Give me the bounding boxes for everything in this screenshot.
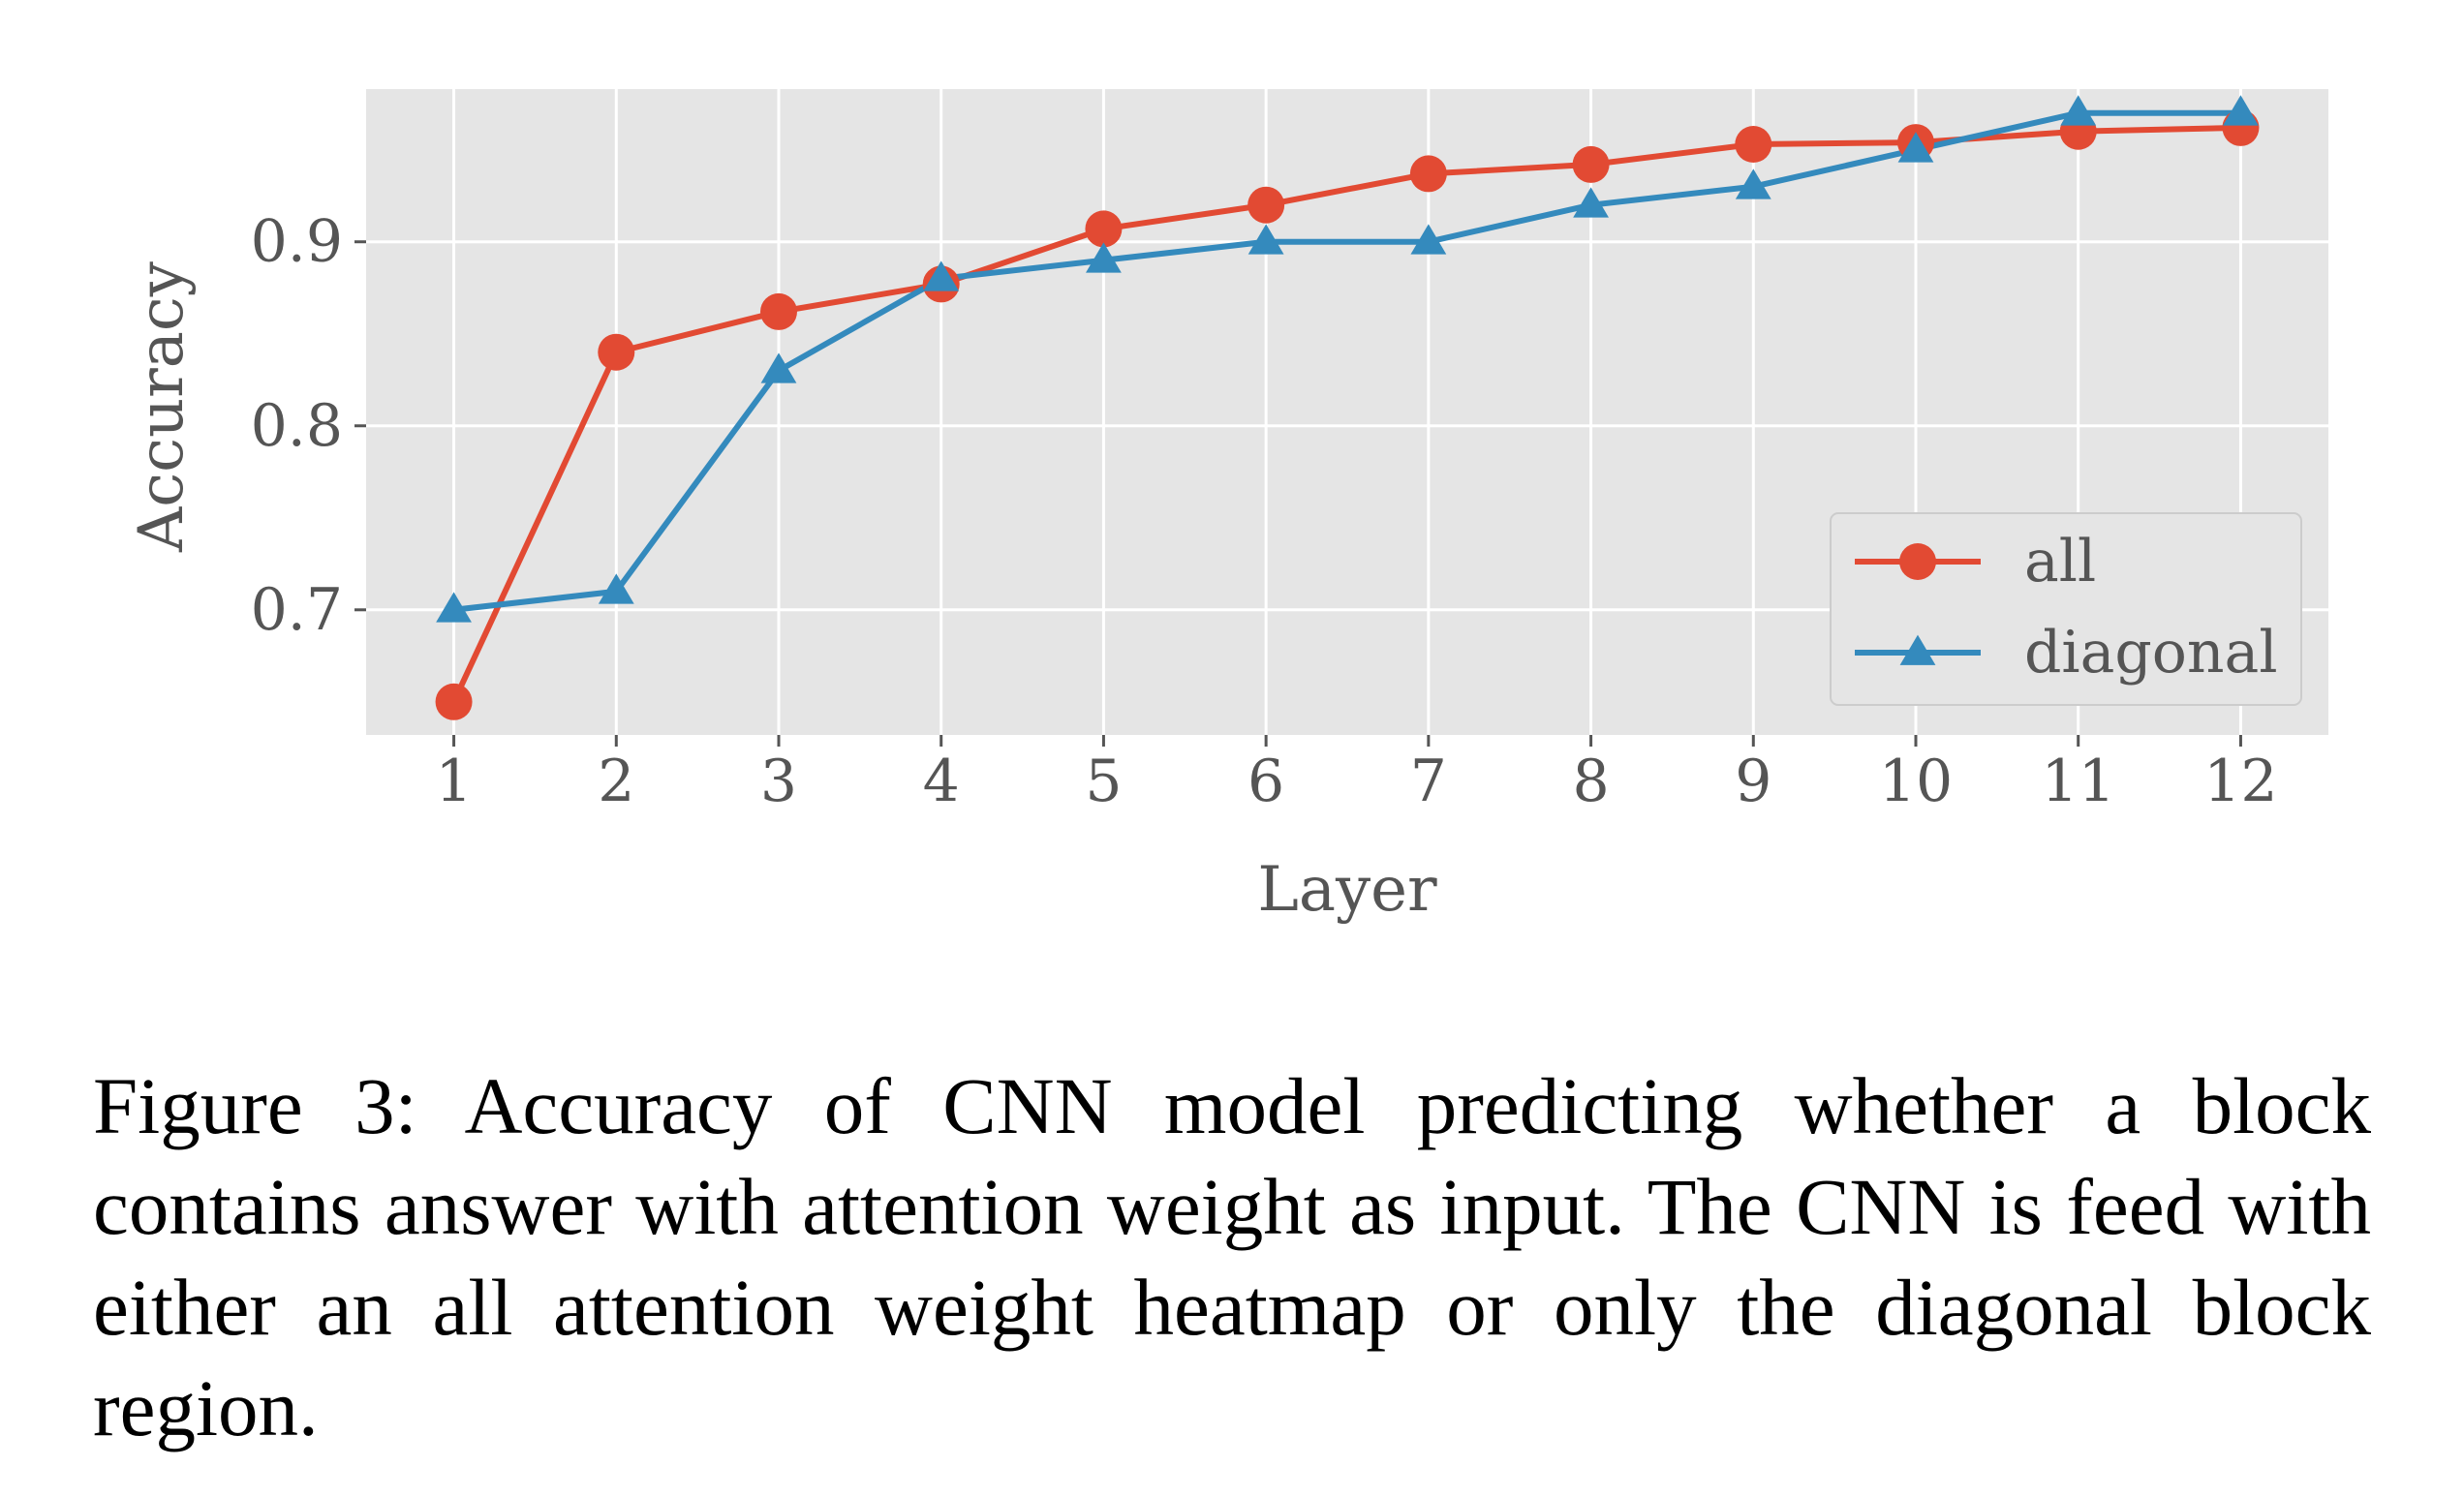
legend: all diagonal <box>1830 512 2302 706</box>
data-point-diagonal <box>923 260 960 291</box>
x-tick-label: 8 <box>1572 748 1609 815</box>
x-axis-label: Layer <box>1257 854 1437 926</box>
series-line-all <box>450 124 2241 704</box>
x-tick-label: 7 <box>1410 748 1447 815</box>
y-axis-ticks: 0.7 0.8 0.9 <box>251 208 366 644</box>
x-tick-label: 11 <box>2042 748 2115 815</box>
legend-label-all: all <box>2024 528 2096 596</box>
figure-caption: Figure 3: Accuracy of CNN model predicti… <box>93 1061 2371 1452</box>
y-tick-label: 0.8 <box>251 392 343 460</box>
data-point-diagonal <box>436 592 472 623</box>
x-axis-ticks: 1 2 3 4 5 6 7 8 9 10 11 12 <box>435 735 2278 815</box>
legend-entries: all diagonal <box>1855 528 2278 687</box>
x-tick-label: 5 <box>1085 748 1122 815</box>
data-point-diagonal <box>760 352 797 383</box>
data-point-all <box>1409 155 1447 193</box>
data-point-all <box>759 292 797 330</box>
y-tick-label: 0.7 <box>251 576 343 644</box>
data-point-all <box>435 683 473 720</box>
series-line-diagonal <box>453 109 2241 613</box>
data-point-diagonal <box>1247 224 1284 255</box>
data-point-all <box>1247 186 1285 224</box>
data-point-diagonal <box>1735 168 1771 199</box>
data-point-all <box>1735 126 1772 164</box>
x-tick-label: 9 <box>1735 748 1771 815</box>
data-point-diagonal <box>1086 242 1122 273</box>
data-point-diagonal <box>1897 132 1934 163</box>
data-point-diagonal <box>1410 224 1447 255</box>
data-point-all <box>1085 210 1123 248</box>
x-tick-label: 3 <box>760 748 797 815</box>
x-tick-label: 6 <box>1247 748 1284 815</box>
legend-marker-diagonal <box>1899 634 1936 665</box>
legend-marker-all <box>1899 543 1936 580</box>
series-markers <box>435 95 2260 720</box>
x-tick-label: 10 <box>1879 748 1953 815</box>
x-tick-label: 12 <box>2203 748 2277 815</box>
y-tick-label: 0.9 <box>251 208 343 276</box>
y-axis-label: Accuracy <box>126 261 198 553</box>
data-point-all <box>598 333 635 371</box>
data-point-all <box>1572 145 1610 183</box>
x-tick-label: 2 <box>598 748 634 815</box>
series-lines <box>450 109 2241 704</box>
data-point-diagonal <box>598 573 634 604</box>
data-point-diagonal <box>1573 187 1609 218</box>
legend-label-diagonal: diagonal <box>2024 619 2278 687</box>
data-point-diagonal <box>2223 95 2259 126</box>
x-tick-label: 4 <box>923 748 960 815</box>
x-tick-label: 1 <box>435 748 472 815</box>
data-point-diagonal <box>2060 95 2097 126</box>
